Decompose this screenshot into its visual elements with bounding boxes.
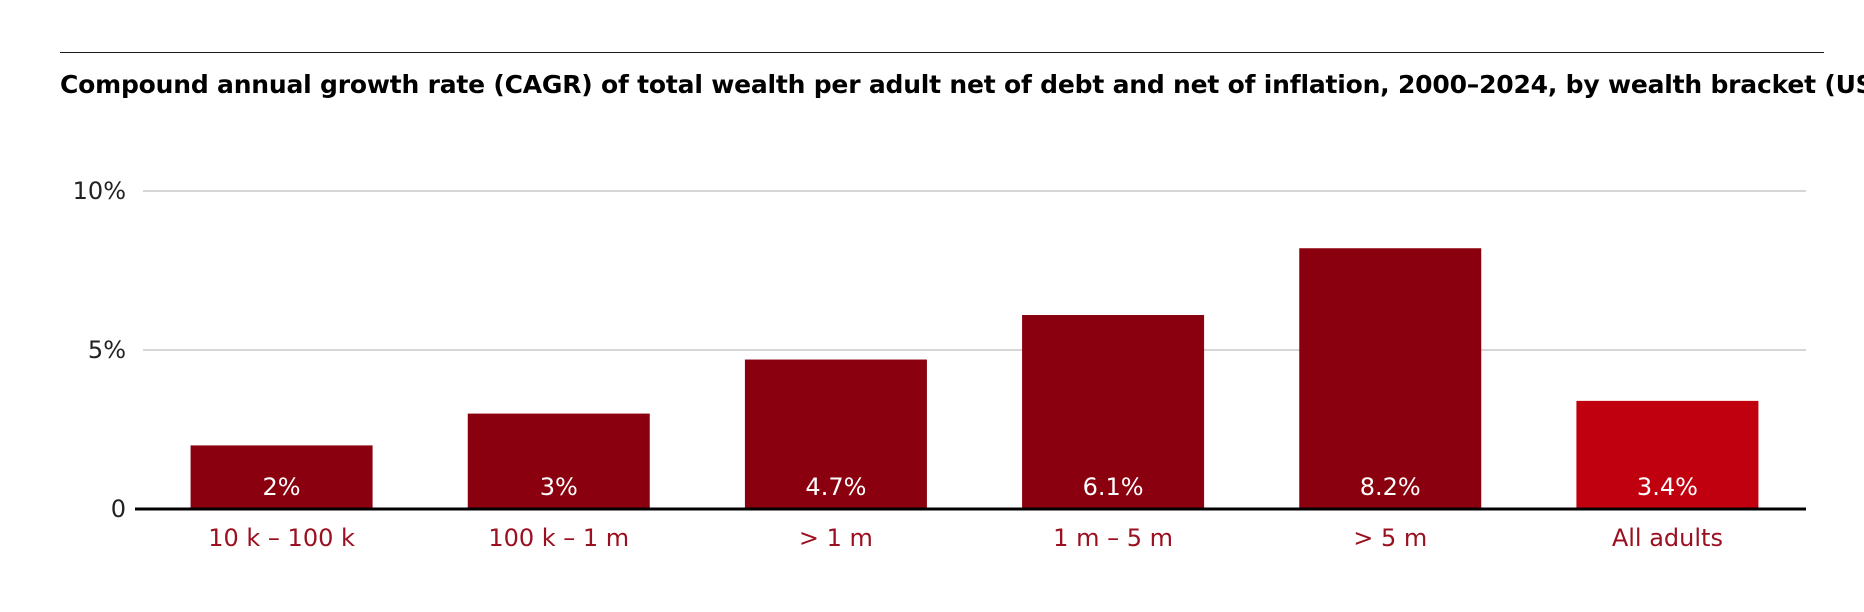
x-tick-label: 1 m – 5 m: [1053, 524, 1173, 552]
data-label: 3%: [540, 473, 578, 501]
bar: [1022, 315, 1205, 509]
data-label: 6.1%: [1083, 473, 1144, 501]
bar: [467, 413, 650, 509]
grid-lines: [143, 190, 1806, 351]
bar: [1299, 248, 1482, 510]
y-tick-label: 0: [111, 495, 126, 523]
bar: [190, 445, 373, 509]
bar: [1576, 400, 1759, 509]
chart-title: Compound annual growth rate (CAGR) of to…: [60, 70, 1864, 99]
data-label: 4.7%: [805, 473, 866, 501]
x-tick-label: All adults: [1612, 524, 1723, 552]
bars: [190, 248, 1759, 510]
y-tick-label: 5%: [88, 336, 126, 364]
x-tick-label: 10 k – 100 k: [208, 524, 355, 552]
data-labels: 2% 3% 4.7% 6.1% 8.2% 3.4%: [263, 473, 1698, 501]
x-axis-labels: 10 k – 100 k 100 k – 1 m > 1 m 1 m – 5 m > 5…: [208, 524, 1723, 552]
bar: [744, 359, 927, 509]
x-tick-label: 100 k – 1 m: [488, 524, 629, 552]
x-tick-label: > 5 m: [1353, 524, 1427, 552]
y-axis-ticks: 0 5% 10%: [73, 177, 126, 523]
data-label: 2%: [263, 473, 301, 501]
data-label: 3.4%: [1637, 473, 1698, 501]
x-tick-label: > 1 m: [799, 524, 873, 552]
data-label: 8.2%: [1360, 473, 1421, 501]
y-tick-label: 10%: [73, 177, 126, 205]
top-rule: [60, 52, 1824, 53]
